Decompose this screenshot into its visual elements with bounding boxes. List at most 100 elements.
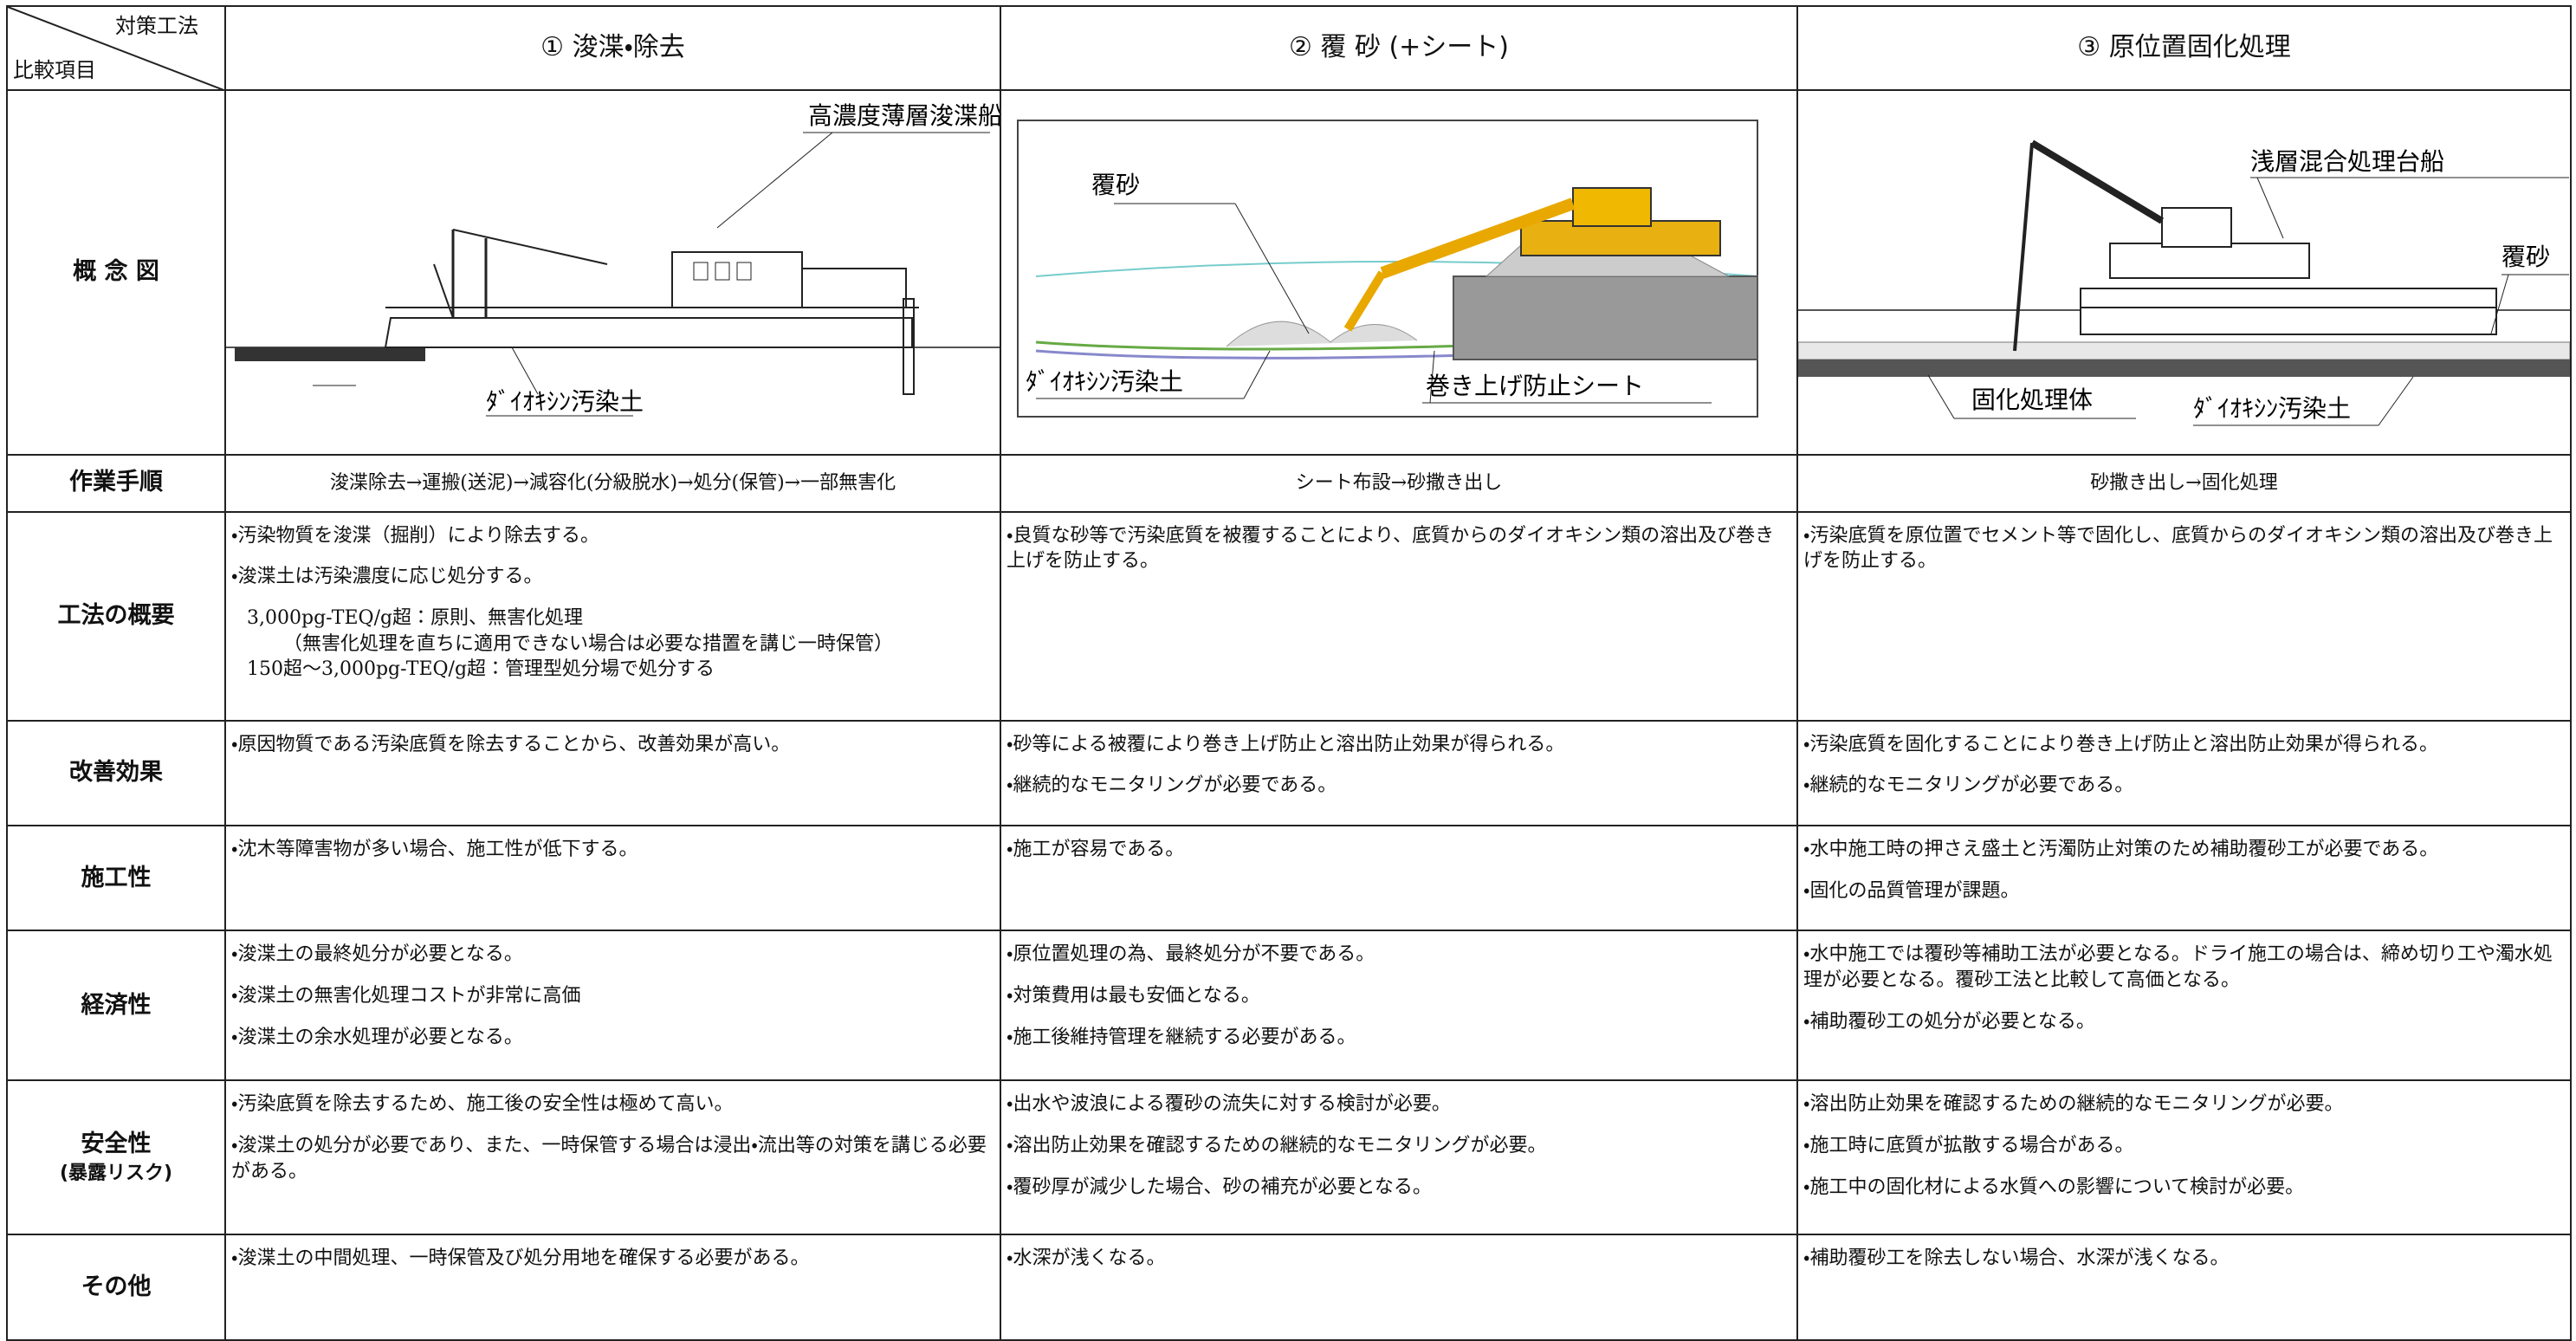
cell-text: ・継続的なモニタリングが必要である。 bbox=[1006, 774, 1337, 797]
cell-text: 浚渫除去→運搬(送泥)→減容化(分級脱水)→処分(保管)→一部無害化 bbox=[329, 471, 896, 494]
row-label: 工法の概要 bbox=[6, 510, 226, 722]
cell-text: ・施工時に底質が拡散する場合がある。 bbox=[1803, 1135, 2134, 1157]
cell-text: シート布設→砂撒き出し bbox=[1295, 471, 1503, 494]
cell-text: ・浚渫土の中間処理、一時保管及び処分用地を確保する必要がある。 bbox=[231, 1247, 810, 1270]
row-label: 改善効果 bbox=[6, 719, 226, 827]
table-cell: 砂撒き出し→固化処理 bbox=[1796, 453, 2572, 513]
row-sublabel: (暴露リスク) bbox=[59, 1162, 173, 1184]
diagram-label: ﾀﾞｲｵｷｼﾝ汚染土 bbox=[1026, 367, 1183, 396]
table-cell: ・原因物質である汚染底質を除去することから、改善効果が高い。 bbox=[224, 719, 1001, 827]
diagram-label: 高濃度薄層浚渫船 bbox=[808, 101, 1000, 130]
table-cell: ・浚渫土の中間処理、一時保管及び処分用地を確保する必要がある。 bbox=[224, 1234, 1001, 1341]
cell-text: 砂撒き出し→固化処理 bbox=[2090, 471, 2278, 494]
table-cell: ・沈木等障害物が多い場合、施工性が低下する。 bbox=[224, 825, 1001, 932]
diagram-label: 覆砂 bbox=[2502, 243, 2550, 271]
row-label: 施工性 bbox=[6, 825, 226, 932]
corner-diagonal bbox=[8, 7, 226, 91]
cell-text: ・汚染物質を浚渫（掘削）により除去する。 bbox=[231, 524, 600, 547]
column-title: ① 浚渫・除去 bbox=[224, 5, 1001, 91]
table-cell: ・水中施工時の押さえ盛土と汚濁防止対策のため補助覆砂工が必要である。 ・固化の品質… bbox=[1796, 825, 2572, 932]
table-body: 対策工法 比較項目 ① 浚渫・除去 ② 覆 砂 (+シート) ③ 原位置固化処理… bbox=[6, 5, 2572, 1341]
diagram: 高濃度薄層浚渫船 ﾀﾞｲｵｷｼﾝ汚染土 bbox=[226, 101, 1002, 417]
corner-bottom: 比較項目 bbox=[13, 57, 96, 82]
cell-text: ・出水や波浪による覆砂の流失に対する検討が必要。 bbox=[1006, 1093, 1451, 1116]
cell-text: ・水中施工時の押さえ盛土と汚濁防止対策のため補助覆砂工が必要である。 bbox=[1803, 839, 2439, 861]
cell-text: ・水深が浅くなる。 bbox=[1006, 1247, 1166, 1270]
table-cell: ・施工が容易である。 bbox=[1000, 825, 1798, 932]
cell-text: ・施工が容易である。 bbox=[1006, 839, 1185, 861]
corner-cell: 対策工法 比較項目 bbox=[6, 5, 226, 91]
cell-text: ・浚渫土の無害化処理コストが非常に高価 bbox=[231, 985, 581, 1007]
row-label-text: その他 bbox=[81, 1273, 152, 1301]
table-row: 経済性 ・浚渫土の最終処分が必要となる。 ・浚渫土の無害化処理コストが非常に高価 ・浚… bbox=[6, 930, 2572, 1082]
table-cell: ・溶出防止効果を確認するための継続的なモニタリングが必要。 ・施工時に底質が拡散す… bbox=[1796, 1079, 2572, 1236]
cell-text: ・沈木等障害物が多い場合、施工性が低下する。 bbox=[231, 839, 638, 861]
figure-cell: 高濃度薄層浚渫船 ﾀﾞｲｵｷｼﾝ汚染土 bbox=[224, 89, 1002, 456]
table-cell: ・原位置処理の為、最終処分が不要である。 ・対策費用は最も安価となる。・施工後維持… bbox=[1000, 930, 1798, 1082]
table-cell: ・浚渫土の最終処分が必要となる。 ・浚渫土の無害化処理コストが非常に高価 ・浚渫土の… bbox=[224, 930, 1001, 1082]
row-label-text: 安全性 bbox=[81, 1130, 152, 1158]
cell-text: ・浚渫土は汚染濃度に応じ処分する。 bbox=[231, 566, 543, 588]
row-label-text: 施工性 bbox=[81, 864, 152, 891]
table-row: 施工性 ・沈木等障害物が多い場合、施工性が低下する。 ・施工が容易である。 ・水中施工… bbox=[6, 825, 2572, 932]
cell-text: ・原位置処理の為、最終処分が不要である。 bbox=[1006, 943, 1375, 966]
cell-text: ・溶出防止効果を確認するための継続的なモニタリングが必要。 bbox=[1006, 1135, 1547, 1157]
comparison-table: 対策工法 比較項目 ① 浚渫・除去 ② 覆 砂 (+シート) ③ 原位置固化処理… bbox=[6, 5, 2572, 1341]
cell-text: ・補助覆砂工の処分が必要となる。 bbox=[1803, 1010, 2095, 1033]
cell-text: ・対策費用は最も安価となる。 bbox=[1006, 985, 1260, 1007]
page: 対策工法 比較項目 ① 浚渫・除去 ② 覆 砂 (+シート) ③ 原位置固化処理… bbox=[0, 5, 2576, 1341]
table-row: 作業手順 浚渫除去→運搬(送泥)→減容化(分級脱水)→処分(保管)→一部無害化 シー… bbox=[6, 453, 2572, 513]
figure-cell: 浅層混合処理台船 覆砂 固化処理体 ﾀﾞｲｵｷｼﾝ汚染土 bbox=[1796, 89, 2572, 456]
cell-text: ・施工後維持管理を継続する必要がある。 bbox=[1006, 1026, 1356, 1048]
row-label-text: 工法の概要 bbox=[57, 601, 175, 629]
cell-text: ・浚渫土の最終処分が必要となる。 bbox=[231, 943, 523, 966]
table-cell: ・補助覆砂工を除去しない場合、水深が浅くなる。 bbox=[1796, 1234, 2572, 1341]
table-row: 工法の概要 ・汚染物質を浚渫（掘削）により除去する。 ・浚渫土は汚染濃度に応じ処分す… bbox=[6, 510, 2572, 722]
cell-text: ・継続的なモニタリングが必要である。 bbox=[1803, 774, 2134, 797]
cell-text: ・水中施工では覆砂等補助工法が必要となる。ドライ施工の場合は、締め切り工や濁水処… bbox=[1803, 943, 2553, 992]
table-cell: ・汚染物質を浚渫（掘削）により除去する。 ・浚渫土は汚染濃度に応じ処分する。 3,0… bbox=[224, 510, 1001, 722]
column-title: ③ 原位置固化処理 bbox=[1796, 5, 2572, 91]
table-cell: ・出水や波浪による覆砂の流失に対する検討が必要。・溶出防止効果を確認するための継… bbox=[1000, 1079, 1798, 1236]
cell-text: ・原因物質である汚染底質を除去することから、改善効果が高い。 bbox=[231, 733, 791, 755]
cell-text: ・汚染底質を固化することにより巻き上げ防止と溶出防止効果が得られる。 bbox=[1803, 733, 2439, 755]
figure-cell: 覆砂 ﾀﾞｲｵｷｼﾝ汚染土 巻き上げ防止シート bbox=[1000, 89, 1798, 456]
diagram: 覆砂 ﾀﾞｲｵｷｼﾝ汚染土 巻き上げ防止シート bbox=[1017, 120, 1758, 418]
table-row: その他 ・浚渫土の中間処理、一時保管及び処分用地を確保する必要がある。 ・水深が浅く… bbox=[6, 1234, 2572, 1341]
diagram-label: 浅層混合処理台船 bbox=[2250, 147, 2444, 176]
diagram-label: ﾀﾞｲｵｷｼﾝ汚染土 bbox=[486, 387, 644, 416]
table-row: 安全性 (暴露リスク) ・汚染底質を除去するため、施工後の安全性は極めて高い。 ・浚渫… bbox=[6, 1079, 2572, 1236]
cell-text: ・施工中の固化材による水質への影響について検討が必要。 bbox=[1803, 1176, 2305, 1198]
table-cell: ・水中施工では覆砂等補助工法が必要となる。ドライ施工の場合は、締め切り工や濁水処… bbox=[1796, 930, 2572, 1082]
diagram-label: 巻き上げ防止シート bbox=[1426, 372, 1644, 400]
table-cell: ・良質な砂等で汚染底質を被覆することにより、底質からのダイオキシン類の溶出及び巻… bbox=[1000, 510, 1798, 722]
row-label: 作業手順 bbox=[6, 453, 226, 513]
row-label: 概 念 図 bbox=[6, 89, 226, 456]
table-cell: 浚渫除去→運搬(送泥)→減容化(分級脱水)→処分(保管)→一部無害化 bbox=[224, 453, 1001, 513]
cell-text: （無害化処理を直ちに適用できない場合は必要な措置を講じ一時保管） bbox=[283, 632, 894, 655]
row-label-text: 経済性 bbox=[81, 991, 152, 1019]
diagram-label: 固化処理体 bbox=[1971, 385, 2093, 414]
header-row: 対策工法 比較項目 ① 浚渫・除去 ② 覆 砂 (+シート) ③ 原位置固化処理 bbox=[6, 5, 2572, 91]
table-cell: ・砂等による被覆により巻き上げ防止と溶出防止効果が得られる。 ・継続的なモニタリン… bbox=[1000, 719, 1798, 827]
diagram: 浅層混合処理台船 覆砂 固化処理体 ﾀﾞｲｵｷｼﾝ汚染土 bbox=[1797, 139, 2571, 426]
cell-text: ・浚渫土の処分が必要であり、また、一時保管する場合は浸出・流出等の対策を講じる必… bbox=[231, 1135, 987, 1182]
cell-text: ・汚染底質を原位置でセメント等で固化し、底質からのダイオキシン類の溶出及び巻き上… bbox=[1803, 524, 2553, 573]
row-label-text: 作業手順 bbox=[69, 469, 163, 496]
column-title: ② 覆 砂 (+シート) bbox=[1000, 5, 1798, 91]
row-label: その他 bbox=[6, 1234, 226, 1341]
row-label: 経済性 bbox=[6, 930, 226, 1082]
cell-text: ・覆砂厚が減少した場合、砂の補充が必要となる。 bbox=[1006, 1176, 1432, 1198]
cell-text: ・砂等による被覆により巻き上げ防止と溶出防止効果が得られる。 bbox=[1006, 733, 1565, 755]
cell-text: 150超～3,000pg-TEQ/g超：管理型処分場で処分する bbox=[247, 658, 715, 681]
cell-text: 3,000pg-TEQ/g超：原則、無害化処理 bbox=[247, 607, 584, 630]
row-label: 安全性 (暴露リスク) bbox=[6, 1079, 226, 1236]
corner-top: 対策工法 bbox=[115, 14, 198, 38]
table-row: 改善効果 ・原因物質である汚染底質を除去することから、改善効果が高い。 ・砂等による… bbox=[6, 719, 2572, 827]
diagram-label: 覆砂 bbox=[1091, 171, 1140, 199]
cell-text: ・補助覆砂工を除去しない場合、水深が浅くなる。 bbox=[1803, 1247, 2230, 1270]
table-cell: ・汚染底質を除去するため、施工後の安全性は極めて高い。 ・浚渫土の処分が必要であり… bbox=[224, 1079, 1001, 1236]
table-cell: ・汚染底質を固化することにより巻き上げ防止と溶出防止効果が得られる。 ・継続的なモ… bbox=[1796, 719, 2572, 827]
cell-text: ・溶出防止効果を確認するための継続的なモニタリングが必要。 bbox=[1803, 1093, 2344, 1116]
cell-text: ・固化の品質管理が課題。 bbox=[1803, 879, 2020, 902]
